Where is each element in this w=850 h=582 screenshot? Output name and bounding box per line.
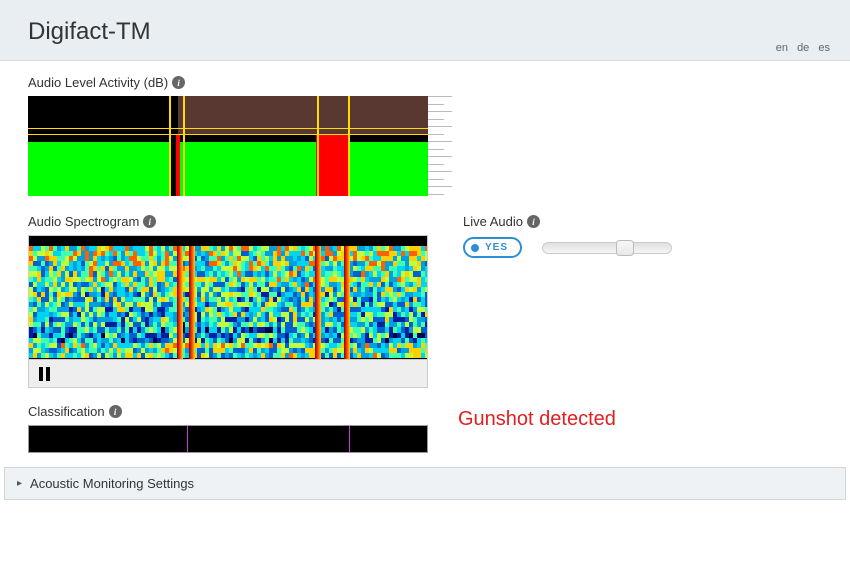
audio-level-chart-wrapper: [28, 96, 458, 196]
classification-label-text: Classification: [28, 404, 105, 419]
spectrogram-chart: [28, 235, 428, 360]
page-title: Digifact-TM: [28, 18, 822, 46]
slider-thumb[interactable]: [616, 240, 634, 256]
spectrogram-label-text: Audio Spectrogram: [28, 214, 139, 229]
accordion-title: Acoustic Monitoring Settings: [30, 476, 194, 491]
audio-level-ticks: [428, 96, 458, 196]
header-bar: Digifact-TM en de es: [0, 0, 850, 61]
main-content: Audio Level Activity (dB) i Audio Spectr…: [0, 61, 850, 510]
classification-label: Classification i: [28, 404, 428, 419]
info-icon[interactable]: i: [527, 215, 540, 228]
classification-block: Classification i: [28, 404, 428, 453]
info-icon[interactable]: i: [172, 76, 185, 89]
live-audio-label-text: Live Audio: [463, 214, 523, 229]
lang-en[interactable]: en: [776, 42, 788, 54]
audio-level-chart: [28, 96, 428, 196]
live-audio-block: Live Audio i YES: [463, 214, 822, 258]
pause-icon[interactable]: [39, 367, 53, 381]
detection-text: Gunshot detected: [458, 408, 616, 431]
toggle-dot-icon: [471, 244, 479, 252]
lang-es[interactable]: es: [818, 42, 830, 54]
live-audio-label: Live Audio i: [463, 214, 822, 229]
classification-chart: [28, 425, 428, 453]
live-audio-controls: YES: [463, 237, 822, 258]
volume-slider[interactable]: [542, 242, 672, 254]
spectrogram-label: Audio Spectrogram i: [28, 214, 433, 229]
lang-de[interactable]: de: [797, 42, 809, 54]
audio-level-label-text: Audio Level Activity (dB): [28, 75, 168, 90]
classification-row: Classification i Gunshot detected: [28, 404, 822, 453]
chevron-right-icon: ▸: [17, 478, 22, 489]
toggle-label: YES: [485, 242, 508, 253]
info-icon[interactable]: i: [109, 405, 122, 418]
spectro-live-row: Audio Spectrogram i Live Audio i YES: [28, 214, 822, 388]
info-icon[interactable]: i: [143, 215, 156, 228]
audio-level-label: Audio Level Activity (dB) i: [28, 75, 822, 90]
spectrogram-controls: [28, 360, 428, 388]
spectrogram-block: Audio Spectrogram i: [28, 214, 433, 388]
language-switcher: en de es: [770, 42, 830, 54]
live-audio-toggle[interactable]: YES: [463, 237, 522, 258]
settings-accordion[interactable]: ▸ Acoustic Monitoring Settings: [4, 467, 846, 500]
